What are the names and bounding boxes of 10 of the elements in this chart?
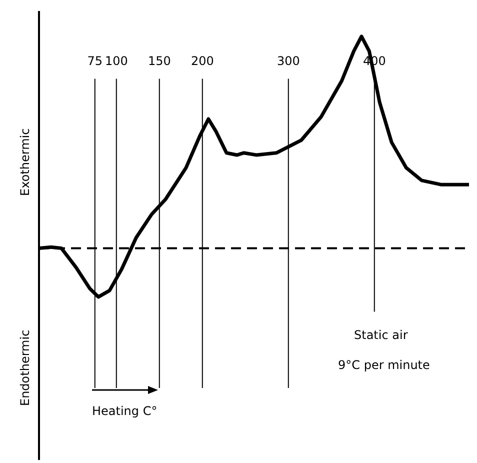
x-tick-label: 200 bbox=[190, 54, 214, 68]
text: Endothermic bbox=[18, 330, 32, 406]
x-tick-label: 75 bbox=[87, 54, 103, 68]
x-tick-label: 300 bbox=[276, 54, 300, 68]
text: 9°C per minute bbox=[338, 358, 430, 372]
x-tick-label: 100 bbox=[104, 54, 128, 68]
x-tick-label: 150 bbox=[148, 54, 171, 68]
text: Exothermic bbox=[18, 128, 32, 196]
text: Heating C° bbox=[92, 404, 158, 418]
text: Static air bbox=[354, 328, 408, 342]
